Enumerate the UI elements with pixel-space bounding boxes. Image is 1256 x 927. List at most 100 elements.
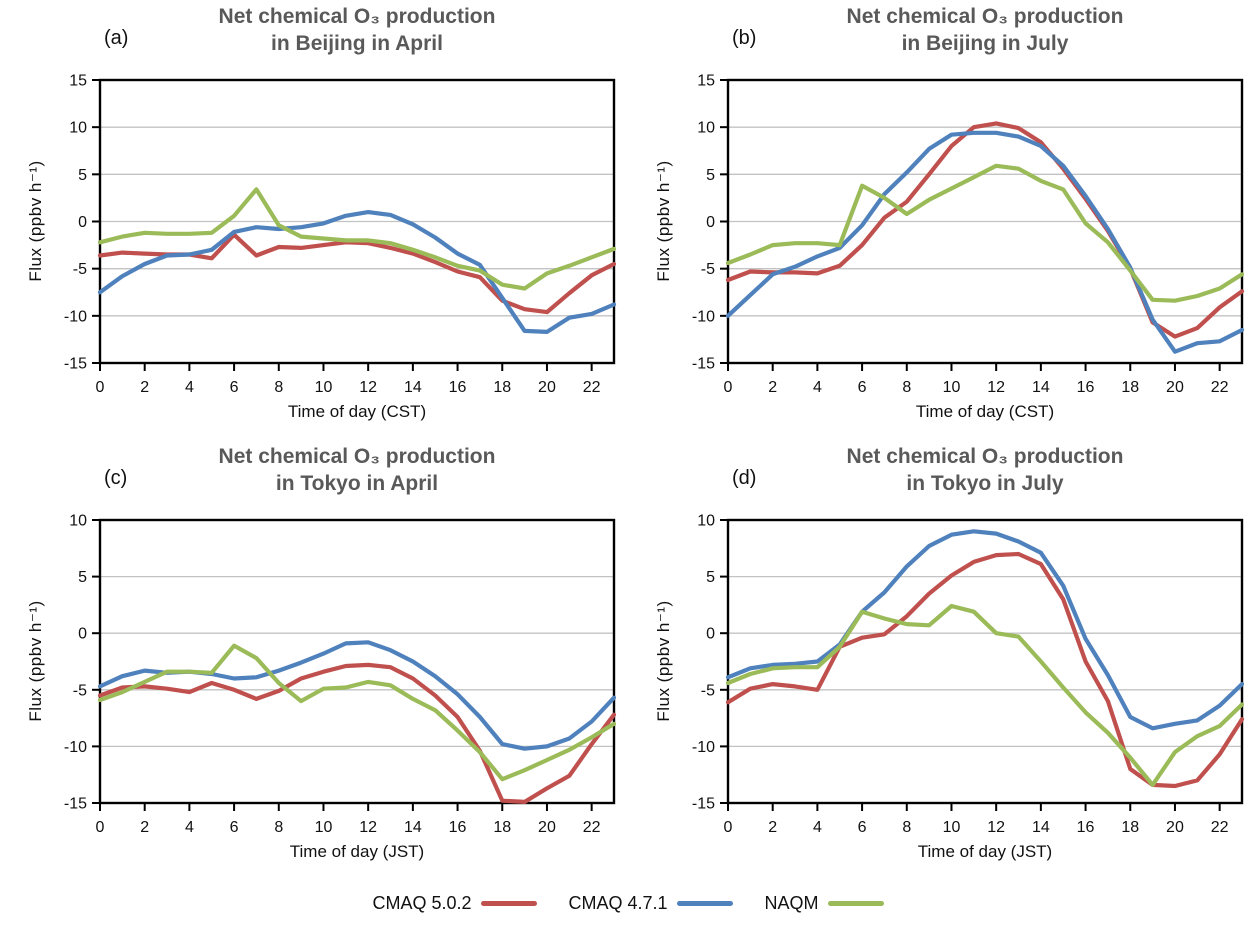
panel-letter-b: (b) <box>732 27 757 49</box>
x-tick-label: 0 <box>724 819 733 836</box>
y-axis-label: Flux (ppbv h⁻¹) <box>654 160 673 282</box>
panel-title-line2: in Tokyo in July <box>906 472 1064 495</box>
y-tick-label: -10 <box>64 308 87 325</box>
series-line-cmaq-5-0-2 <box>97 662 617 804</box>
series-line-cmaq-5-0-2 <box>725 551 1245 789</box>
panel-title-line2: in Beijing in July <box>901 32 1069 55</box>
y-tick-label: 10 <box>697 513 715 530</box>
x-tick-label: 18 <box>493 379 511 396</box>
x-tick-label: 0 <box>96 379 105 396</box>
x-tick-label: 6 <box>858 379 867 396</box>
x-tick-label: 20 <box>538 819 556 836</box>
y-tick-label: 5 <box>78 569 87 586</box>
legend-line-swatch-blue <box>676 901 733 906</box>
series-line-naqm <box>97 187 617 291</box>
panel-c: Net chemical O₃ production in Tokyo in A… <box>0 440 628 880</box>
y-tick-label: -5 <box>73 682 87 699</box>
y-tick-label: -15 <box>64 796 87 813</box>
panel-title-line1: Net chemical O₃ production <box>846 5 1124 28</box>
x-tick-label: 22 <box>583 379 601 396</box>
panel-letter-c: (c) <box>104 467 128 489</box>
x-tick-label: 16 <box>449 819 467 836</box>
y-tick-label: 10 <box>69 513 87 530</box>
legend-label: NAQM <box>764 893 819 913</box>
y-axis-label: Flux (ppbv h⁻¹) <box>26 160 45 282</box>
x-tick-label: 8 <box>274 379 283 396</box>
legend-line-swatch-red <box>480 901 537 906</box>
y-tick-label: 0 <box>706 214 715 231</box>
x-tick-label: 2 <box>768 379 777 396</box>
x-tick-label: 18 <box>1121 379 1139 396</box>
x-tick-label: 18 <box>1121 819 1139 836</box>
series-line-naqm <box>725 163 1245 303</box>
y-tick-label: -10 <box>64 739 87 756</box>
plot-border <box>726 518 1244 805</box>
x-tick-label: 6 <box>858 819 867 836</box>
panel-title-line2: in Beijing in April <box>271 32 443 55</box>
x-tick-label: 4 <box>185 819 194 836</box>
series-line-cmaq-5-0-2 <box>725 121 1245 339</box>
x-tick-label: 10 <box>943 819 961 836</box>
x-tick-label: 20 <box>1166 819 1184 836</box>
y-tick-label: 5 <box>78 167 87 184</box>
x-tick-label: 0 <box>724 379 733 396</box>
plot-border <box>98 518 616 805</box>
y-tick-label: -5 <box>73 261 87 278</box>
x-tick-label: 10 <box>943 379 961 396</box>
x-tick-label: 2 <box>140 819 149 836</box>
panel-title: Net chemical O₃ production in Tokyo in J… <box>728 443 1242 497</box>
x-tick-label: 8 <box>902 819 911 836</box>
y-tick-label: -15 <box>692 356 715 373</box>
x-tick-label: 22 <box>1211 379 1229 396</box>
x-tick-label: 4 <box>813 819 822 836</box>
x-tick-label: 22 <box>1211 819 1229 836</box>
chart-canvas-a: 15 10 5 0 -5 -10 -15 0 2 4 6 8 10 12 14 16 18 20 22 <box>64 73 617 396</box>
y-tick-label: -15 <box>64 356 87 373</box>
series-line-naqm <box>97 643 617 782</box>
y-tick-label: -5 <box>701 682 715 699</box>
y-tick-label: 0 <box>706 626 715 643</box>
panel-title: Net chemical O₃ production in Beijing in… <box>728 3 1242 57</box>
y-axis-label: Flux (ppbv h⁻¹) <box>26 600 45 722</box>
x-tick-label: 0 <box>96 819 105 836</box>
series-line-cmaq-4-7-1 <box>97 640 617 751</box>
legend-item-cmaq-502: CMAQ 5.0.2 <box>372 893 537 914</box>
y-tick-label: -10 <box>692 308 715 325</box>
x-tick-label: 6 <box>230 819 239 836</box>
x-axis-label: Time of day (CST) <box>287 402 427 421</box>
x-tick-label: 16 <box>1077 379 1095 396</box>
x-tick-label: 6 <box>230 379 239 396</box>
y-tick-label: 10 <box>69 120 87 137</box>
series-line-naqm <box>725 603 1245 787</box>
x-tick-label: 4 <box>185 379 194 396</box>
chart-canvas-b: 15 10 5 0 -5 -10 -15 0 2 4 6 8 10 12 14 16 18 20 22 <box>692 73 1245 396</box>
legend-item-cmaq-471: CMAQ 4.7.1 <box>569 893 733 914</box>
legend-line-swatch-green <box>827 901 884 906</box>
x-axis-label: Time of day (JST) <box>289 842 425 861</box>
y-tick-label: 15 <box>697 73 715 90</box>
panel-title-line1: Net chemical O₃ production <box>218 445 496 468</box>
x-tick-label: 22 <box>583 819 601 836</box>
x-tick-label: 20 <box>538 379 556 396</box>
chart-grid: Net chemical O₃ production in Beijing in… <box>0 3 1256 880</box>
series-line-cmaq-4-7-1 <box>725 130 1245 354</box>
panel-title-line2: in Tokyo in April <box>275 472 439 495</box>
x-tick-label: 12 <box>987 819 1005 836</box>
x-tick-label: 14 <box>404 819 422 836</box>
chart-canvas-c: 10 5 0 -5 -10 -15 0 2 4 6 8 10 12 14 16 18 20 22 <box>64 513 617 836</box>
series-line-cmaq-4-7-1 <box>725 529 1245 731</box>
chart-canvas-d: 10 5 0 -5 -10 -15 0 2 4 6 8 10 12 14 16 18 20 22 <box>692 513 1245 836</box>
y-tick-label: 0 <box>78 626 87 643</box>
series-line-cmaq-4-7-1 <box>97 210 617 334</box>
x-tick-label: 16 <box>449 379 467 396</box>
panel-d: Net chemical O₃ production in Tokyo in J… <box>628 440 1256 880</box>
y-tick-label: 0 <box>78 214 87 231</box>
series-line-cmaq-5-0-2 <box>97 232 617 315</box>
x-tick-label: 14 <box>1032 379 1050 396</box>
x-axis-label: Time of day (CST) <box>915 402 1055 421</box>
y-tick-label: 10 <box>697 120 715 137</box>
y-tick-label: 5 <box>706 167 715 184</box>
x-tick-label: 14 <box>1032 819 1050 836</box>
x-tick-label: 14 <box>404 379 422 396</box>
